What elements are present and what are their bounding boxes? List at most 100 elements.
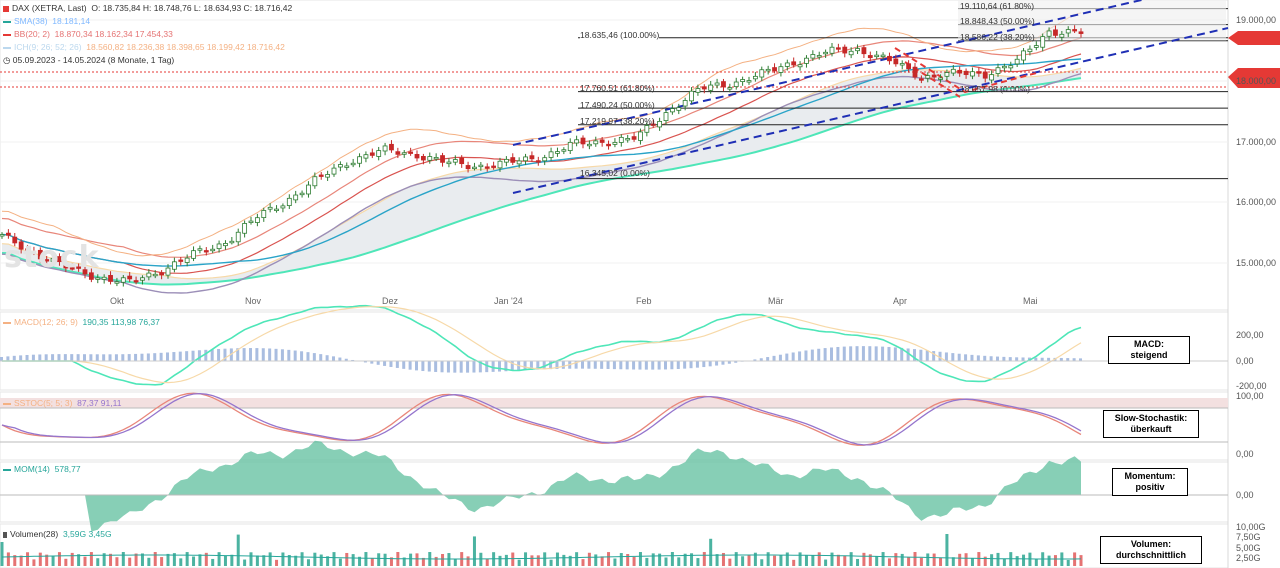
volume-bar (434, 556, 438, 566)
volume-bar (664, 557, 668, 566)
candle-body (401, 152, 407, 155)
macd-histogram-bar (759, 358, 763, 361)
volume-bar (919, 557, 923, 566)
volume-bar (632, 556, 636, 566)
candle-body (203, 250, 209, 253)
macd-histogram-bar (581, 361, 584, 369)
volume-bar (638, 552, 642, 566)
volume-bar (926, 553, 930, 566)
candle-body (542, 157, 548, 162)
macd-histogram-bar (351, 359, 355, 361)
candle-body (644, 125, 650, 133)
volume-bar (326, 556, 330, 566)
macd-histogram-bar (1059, 357, 1063, 361)
macd-histogram-bar (798, 351, 802, 361)
macd-histogram-bar (446, 361, 450, 373)
macd-histogram-bar (957, 353, 961, 361)
candle-body (714, 82, 720, 86)
volume-bar (779, 554, 783, 566)
macd-histogram-bar (134, 353, 138, 361)
fib-label: 18.057,98 (0.00%) (960, 84, 1030, 94)
candle-body (701, 86, 707, 90)
macd-histogram-bar (772, 355, 776, 361)
volume-bar (741, 556, 745, 566)
candle-body (63, 262, 69, 269)
macd-histogram-bar (146, 353, 150, 361)
volume-bar (140, 553, 144, 566)
volume-bar (1034, 559, 1038, 566)
x-tick-label: Mär (768, 296, 784, 306)
candle-body (440, 155, 445, 163)
volume-bar (568, 555, 572, 566)
volume-bar (383, 553, 387, 566)
candle-body (561, 149, 567, 152)
macd-histogram-bar (549, 361, 553, 370)
candle-body (114, 281, 120, 284)
candle-body (216, 243, 222, 250)
stoch-d-line (1, 392, 1082, 446)
volume-bar (102, 553, 106, 566)
macd-line (2, 304, 1082, 386)
ichimoku-span-b (1, 77, 1082, 286)
volume-bar (204, 552, 208, 566)
candle-body (395, 151, 401, 155)
candle-body (140, 277, 145, 281)
candle-body (823, 51, 829, 55)
macd-histogram-bar (830, 347, 833, 361)
volume-bar (677, 557, 681, 566)
volume-bar (166, 553, 170, 566)
volume-bar (907, 557, 911, 566)
candle-body (363, 154, 369, 159)
candle-body (631, 136, 637, 140)
macd-y-tick: 200,00 (1236, 330, 1264, 340)
macd-histogram-bar (6, 356, 10, 361)
volume-bar (970, 558, 974, 566)
volume-bar (881, 552, 885, 566)
volume-bar (517, 559, 521, 566)
volume-bar (996, 552, 1000, 566)
macd-histogram-bar (83, 354, 86, 361)
macd-histogram-bar (325, 355, 329, 361)
candle-body (663, 112, 669, 122)
candle-body (337, 164, 343, 168)
candle-body (12, 236, 18, 244)
macd-histogram-bar (261, 348, 265, 361)
candle-body (127, 275, 133, 280)
macd-histogram-bar (689, 361, 693, 369)
macd-swatch (3, 321, 11, 324)
macd-histogram-bar (153, 353, 157, 361)
volume-bar (587, 552, 591, 566)
candle-body (1033, 45, 1039, 48)
macd-histogram-bar (861, 346, 865, 361)
volume-bar (511, 552, 515, 566)
candle-body (912, 66, 918, 78)
x-tick-label: Feb (636, 296, 652, 306)
candle-body (1065, 29, 1071, 34)
macd-histogram-bar (664, 361, 667, 370)
sma-swatch (3, 20, 11, 23)
candle-body (1046, 30, 1052, 37)
volume-bar (6, 552, 10, 566)
volume-bar (804, 555, 808, 566)
macd-histogram-bar (881, 346, 885, 361)
stoch-callout: Slow-Stochastik: überkauft (1103, 410, 1199, 438)
mom-legend: MOM(14) 578,77 (3, 464, 81, 475)
macd-histogram-bar (293, 350, 297, 361)
candle-body (772, 67, 777, 72)
ichimoku-values: 18.560,82 18.236,38 18.398,65 18.199,42 … (86, 42, 285, 52)
macd-histogram-bar (804, 350, 808, 361)
bb-swatch (3, 33, 11, 36)
macd-histogram-bar (306, 352, 310, 361)
volume-bar (773, 555, 777, 566)
candle-body (727, 87, 733, 90)
candle-body (950, 68, 956, 74)
x-tick-label: Nov (245, 296, 262, 306)
candle-body (982, 71, 988, 79)
volume-bar (441, 554, 445, 566)
macd-histogram-bar (159, 352, 163, 361)
macd-histogram-bar (753, 359, 757, 361)
volume-bar (211, 558, 215, 566)
volume-bar (294, 555, 298, 566)
macd-histogram-bar (102, 354, 106, 361)
candle-body (995, 67, 1001, 74)
